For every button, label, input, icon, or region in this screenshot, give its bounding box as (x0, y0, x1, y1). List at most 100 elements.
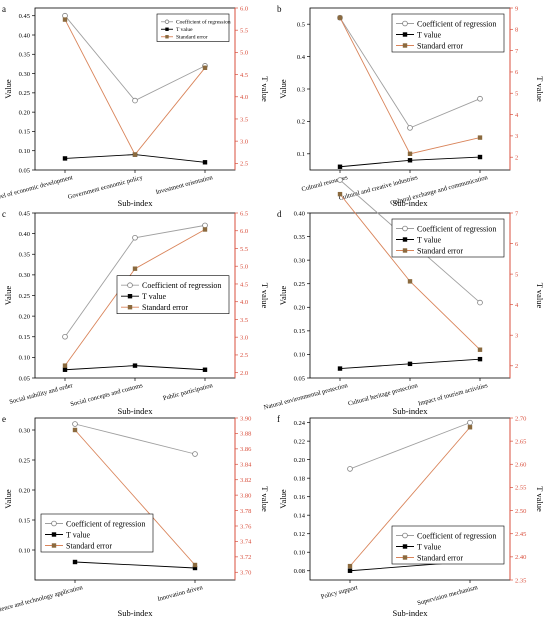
y-tick-label: 0.1 (297, 151, 305, 158)
x-tick-label: Impact of tourism activities (417, 382, 488, 407)
data-point (407, 125, 413, 131)
y2-tick-label: 4.0 (240, 299, 248, 306)
legend-marker (127, 305, 133, 310)
x-axis-title: Sub-index (118, 198, 154, 208)
y-tick-label: 0.15 (19, 334, 30, 341)
y-tick-label: 0.30 (19, 71, 30, 78)
y2-tick-label: 8 (515, 27, 518, 34)
y2-tick-label: 7 (515, 48, 519, 55)
legend-label: T value (417, 235, 442, 244)
y2-tick-label: 5.0 (240, 264, 248, 271)
legend-label: Standard error (417, 553, 463, 562)
y2-tick-label: 6.5 (240, 210, 248, 217)
y-tick-label: 0.22 (294, 438, 305, 445)
data-point (477, 135, 483, 140)
data-point (347, 563, 353, 569)
y-tick-label: 0.05 (19, 167, 30, 174)
y-tick-label: 0.20 (19, 109, 30, 116)
legend-label: Standard error (417, 246, 463, 255)
series-line (74, 561, 196, 569)
y2-axis-title: T value (260, 76, 270, 102)
legend-label: Coefficient of regression (142, 281, 221, 290)
series-standard-error (72, 427, 198, 568)
x-tick-label: Supervision mechanism (417, 584, 479, 607)
data-point (132, 97, 138, 104)
data-point (62, 367, 68, 372)
y2-tick-label: 5 (515, 91, 518, 98)
y-tick-label: 0.3 (297, 86, 305, 93)
y2-tick-label: 2.45 (515, 531, 526, 538)
y2-tick-label: 2.70 (515, 415, 526, 422)
data-point (192, 451, 198, 457)
y2-tick-label: 3.70 (240, 570, 251, 577)
y-axis-title: Value (3, 79, 13, 99)
y-tick-label: 0.20 (19, 487, 30, 494)
legend-marker (164, 19, 170, 24)
y2-tick-label: 7 (515, 210, 519, 217)
data-point (132, 234, 138, 241)
y2-tick-label: 6.0 (240, 228, 248, 235)
y2-tick-label: 2 (515, 155, 518, 162)
x-tick-label: Cultural heritage protection (347, 382, 419, 408)
y-tick-label: 0.25 (19, 457, 30, 464)
series-standard-error (337, 191, 483, 352)
y-tick-label: 0.4 (297, 54, 306, 61)
y2-tick-label: 4 (515, 112, 519, 119)
y2-tick-label: 5.5 (240, 246, 248, 253)
legend-marker (402, 225, 408, 232)
series-line (349, 422, 471, 470)
y-tick-label: 0.10 (19, 547, 30, 554)
legend-marker (402, 532, 408, 539)
y2-axis-title: T value (535, 76, 545, 102)
data-point (62, 156, 68, 161)
x-tick-label: Innovation driven (157, 584, 204, 603)
y-tick-label: 0.40 (19, 231, 30, 238)
y2-tick-label: 5.0 (240, 50, 248, 57)
legend-label: T value (417, 30, 442, 39)
y2-tick-label: 3.88 (240, 431, 251, 438)
y2-tick-label: 2.55 (515, 485, 526, 492)
y-tick-label: 0.10 (294, 352, 305, 359)
y2-tick-label: 4.5 (240, 72, 248, 79)
legend-marker (165, 35, 169, 39)
chart-panel-f: f 0.08 0.10 0.12 0.14 0.16 0.18 0.20 0.22 0.24 2.3… (277, 414, 545, 618)
y2-tick-label: 3.86 (240, 446, 252, 453)
data-point (202, 222, 208, 229)
series-coefficient-of-regression (72, 421, 198, 457)
data-point (347, 568, 353, 573)
y2-axis-title: T value (535, 283, 545, 309)
legend-label: Coefficient of regression (176, 19, 231, 26)
data-point (132, 152, 138, 157)
legend-label: Coefficient of regression (417, 531, 496, 540)
series-standard-error (62, 17, 208, 157)
series-t-value (72, 559, 198, 571)
legend-marker (51, 520, 57, 527)
y-tick-label: 0.05 (19, 375, 30, 382)
y2-tick-label: 3.5 (240, 116, 248, 123)
data-point (347, 466, 353, 472)
y2-tick-label: 3.76 (240, 523, 252, 530)
x-tick-label: Investment orientation (155, 174, 214, 196)
legend-label: Standard error (417, 41, 463, 50)
y-tick-label: 0.12 (294, 531, 305, 538)
y-tick-label: 0.35 (19, 252, 30, 259)
legend-marker (51, 532, 57, 537)
data-point (72, 421, 78, 427)
data-point (202, 227, 208, 232)
y2-tick-label: 2.40 (515, 554, 526, 561)
legend-label: Coefficient of regression (417, 224, 496, 233)
y-tick-label: 0.25 (19, 90, 30, 97)
legend-marker (51, 543, 57, 548)
data-point (202, 65, 208, 70)
data-point (337, 366, 343, 371)
data-point (477, 154, 483, 160)
y-axis-title: Value (278, 489, 288, 509)
chart-panel-a: a 0.05 0.10 0.15 0.20 0.25 0.30 0.35 0.40 0.45 2.5… (0, 4, 270, 208)
y2-tick-label: 3.5 (240, 317, 248, 324)
x-tick-label: Level of economic development (0, 174, 74, 203)
y2-tick-label: 9 (515, 5, 518, 12)
y2-tick-label: 2.50 (515, 508, 526, 515)
